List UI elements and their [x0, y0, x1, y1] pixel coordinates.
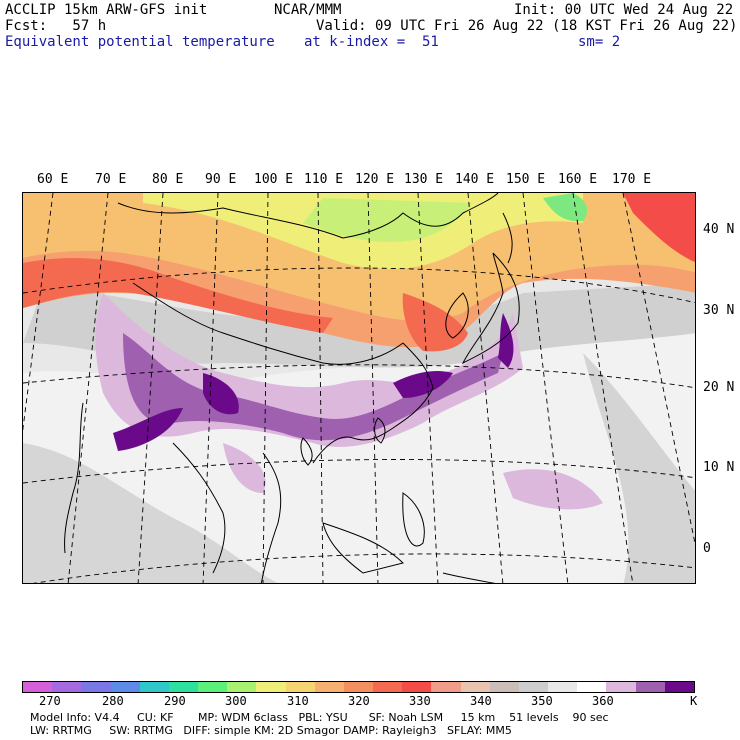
- colorbar-tick-label: 340: [470, 694, 492, 708]
- colorbar-swatch: [227, 682, 257, 692]
- lat-label: 10 N: [703, 460, 735, 475]
- colorbar-tick-label: 360: [592, 694, 614, 708]
- lon-label: 160 E: [558, 172, 598, 187]
- map-panel: [22, 192, 696, 584]
- init-time: Init: 00 UTC Wed 24 Aug 22: [514, 2, 734, 18]
- colorbar-swatch: [664, 682, 694, 692]
- lon-label: 60 E: [37, 172, 69, 187]
- colorbar-swatch: [577, 682, 607, 692]
- colorbar-swatch: [256, 682, 286, 692]
- colorbar-tick-label: 330: [409, 694, 431, 708]
- colorbar-swatch: [635, 682, 665, 692]
- colorbar-swatch: [548, 682, 578, 692]
- colorbar-swatch: [23, 682, 53, 692]
- colorbar-swatch: [110, 682, 140, 692]
- colorbar-swatch: [198, 682, 228, 692]
- model-info-line2: LW: RRTMG SW: RRTMG DIFF: simple KM: 2D …: [30, 724, 512, 737]
- colorbar-tick-label: 310: [287, 694, 309, 708]
- model-title: ACCLIP 15km ARW-GFS init: [5, 2, 208, 18]
- lon-label: 130 E: [404, 172, 444, 187]
- colorbar-swatch: [285, 682, 315, 692]
- colorbar-tick-label: 300: [225, 694, 247, 708]
- colorbar-swatch: [402, 682, 432, 692]
- field-name: Equivalent potential temperature: [5, 34, 275, 50]
- colorbar-swatch: [489, 682, 519, 692]
- lon-label: 140 E: [455, 172, 495, 187]
- valid-time: Valid: 09 UTC Fri 26 Aug 22 (18 KST Fri …: [316, 18, 738, 34]
- colorbar-swatch: [52, 682, 82, 692]
- colorbar-tick-label: 350: [531, 694, 553, 708]
- theta-e-field: [23, 193, 695, 583]
- lat-label: 40 N: [703, 222, 735, 237]
- colorbar: [22, 681, 695, 693]
- colorbar-swatch: [518, 682, 549, 692]
- colorbar-swatch: [343, 682, 374, 692]
- lon-label: 170 E: [612, 172, 652, 187]
- smoothing-label: sm= 2: [578, 34, 621, 50]
- lon-label: 70 E: [95, 172, 127, 187]
- lon-label: 150 E: [506, 172, 546, 187]
- colorbar-tick-label: 280: [102, 694, 124, 708]
- level-index: at k-index = 51: [304, 34, 439, 50]
- lat-label: 20 N: [703, 380, 735, 395]
- colorbar-swatch: [81, 682, 111, 692]
- lat-label: 0: [703, 541, 711, 556]
- colorbar-swatch: [168, 682, 199, 692]
- center-label: NCAR/MMM: [274, 2, 342, 18]
- colorbar-unit: K: [690, 694, 698, 708]
- colorbar-tick-label: 320: [348, 694, 370, 708]
- colorbar-swatch: [431, 682, 461, 692]
- lon-label: 110 E: [304, 172, 344, 187]
- colorbar-swatch: [314, 682, 344, 692]
- colorbar-swatch: [373, 682, 403, 692]
- lon-label: 80 E: [152, 172, 184, 187]
- colorbar-tick-label: 270: [39, 694, 61, 708]
- lat-label: 30 N: [703, 303, 735, 318]
- colorbar-swatch: [606, 682, 636, 692]
- colorbar-swatch: [460, 682, 490, 692]
- forecast-hour: Fcst: 57 h: [5, 18, 107, 34]
- lon-label: 100 E: [254, 172, 294, 187]
- lon-label: 120 E: [355, 172, 395, 187]
- colorbar-tick-label: 290: [164, 694, 186, 708]
- model-info-line1: Model Info: V4.4 CU: KF MP: WDM 6class P…: [30, 711, 609, 724]
- colorbar-swatch: [139, 682, 169, 692]
- lon-label: 90 E: [205, 172, 237, 187]
